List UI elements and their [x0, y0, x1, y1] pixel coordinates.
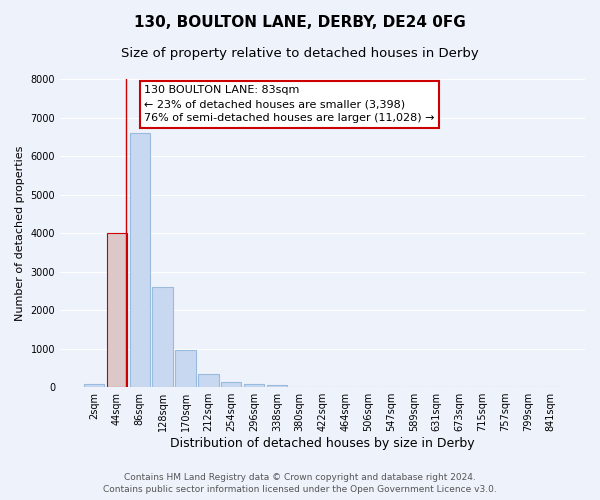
Bar [198, 374, 218, 387]
Text: Contains HM Land Registry data © Crown copyright and database right 2024.: Contains HM Land Registry data © Crown c… [124, 474, 476, 482]
Bar [84, 384, 104, 387]
Bar [244, 384, 264, 387]
Y-axis label: Number of detached properties: Number of detached properties [15, 146, 25, 320]
Text: Size of property relative to detached houses in Derby: Size of property relative to detached ho… [121, 48, 479, 60]
X-axis label: Distribution of detached houses by size in Derby: Distribution of detached houses by size … [170, 437, 475, 450]
Bar [152, 287, 173, 387]
Text: 130, BOULTON LANE, DERBY, DE24 0FG: 130, BOULTON LANE, DERBY, DE24 0FG [134, 15, 466, 30]
Text: Contains public sector information licensed under the Open Government Licence v3: Contains public sector information licen… [103, 485, 497, 494]
Bar [175, 350, 196, 387]
Bar [107, 233, 127, 387]
Bar [221, 382, 241, 387]
Text: 130 BOULTON LANE: 83sqm
← 23% of detached houses are smaller (3,398)
76% of semi: 130 BOULTON LANE: 83sqm ← 23% of detache… [144, 85, 434, 123]
Bar [130, 133, 150, 387]
Bar [266, 385, 287, 387]
